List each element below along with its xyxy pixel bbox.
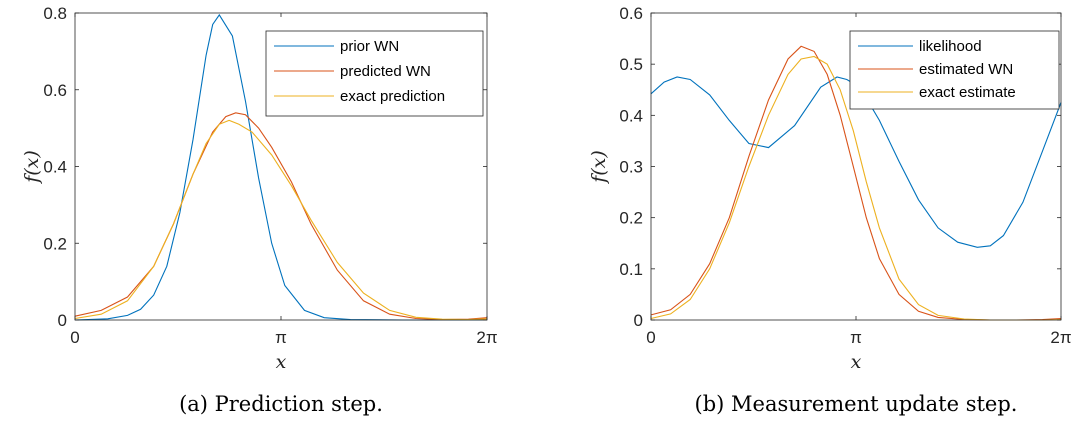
legend-box	[265, 30, 484, 117]
y-tick-label: 0.5	[619, 55, 643, 74]
y-axis-title: f(x)	[588, 150, 610, 185]
figure-caption: (a) Prediction step.	[179, 392, 383, 416]
legend-label: exact prediction	[340, 88, 445, 105]
x-tick-label: 0	[70, 328, 79, 347]
y-tick-label: 0.2	[43, 234, 67, 253]
legend-label: exact estimate	[919, 84, 1016, 101]
x-axis-title: x	[276, 351, 287, 373]
legend-label: prior WN	[340, 38, 399, 55]
figure-caption: (b) Measurement update step.	[695, 392, 1018, 416]
legend-label: estimated WN	[919, 61, 1013, 78]
y-tick-label: 0	[634, 311, 643, 330]
y-tick-label: 0.3	[619, 158, 643, 177]
y-tick-label: 0.6	[619, 4, 643, 23]
legend-box	[849, 30, 1060, 110]
y-tick-label: 0.6	[43, 81, 67, 100]
panel-prediction-step: 0 π 2π 0 0.2 0.4 0.6 0.8 x f(x) prior WN predicted …	[21, 4, 498, 416]
x-axis-title: x	[851, 351, 862, 373]
y-tick-label: 0.1	[619, 260, 643, 279]
x-tick-label: 2π	[476, 328, 497, 347]
series-line-exact-estimate	[650, 55, 1062, 321]
y-tick-label: 0.4	[619, 106, 643, 125]
series-line-prior-wn	[74, 13, 487, 321]
x-tick-label: 2π	[1050, 328, 1071, 347]
series-line-exact-prediction	[74, 119, 488, 321]
x-tick-label: 0	[646, 328, 655, 347]
x-tick-label: π	[275, 328, 287, 347]
panel-measurement-update-step: 0 π 2π 0 0.1 0.2 0.3 0.4 0.5 0.6 x f(x) likelihood es…	[588, 4, 1072, 416]
y-tick-label: 0.4	[43, 158, 67, 177]
legend-label: likelihood	[919, 38, 982, 55]
y-tick-label: 0.8	[43, 4, 67, 23]
y-tick-label: 0.2	[619, 209, 643, 228]
x-tick-label: π	[850, 328, 862, 347]
y-tick-label: 0	[58, 311, 67, 330]
legend-label: predicted WN	[340, 63, 431, 80]
y-axis-title: f(x)	[21, 150, 43, 185]
